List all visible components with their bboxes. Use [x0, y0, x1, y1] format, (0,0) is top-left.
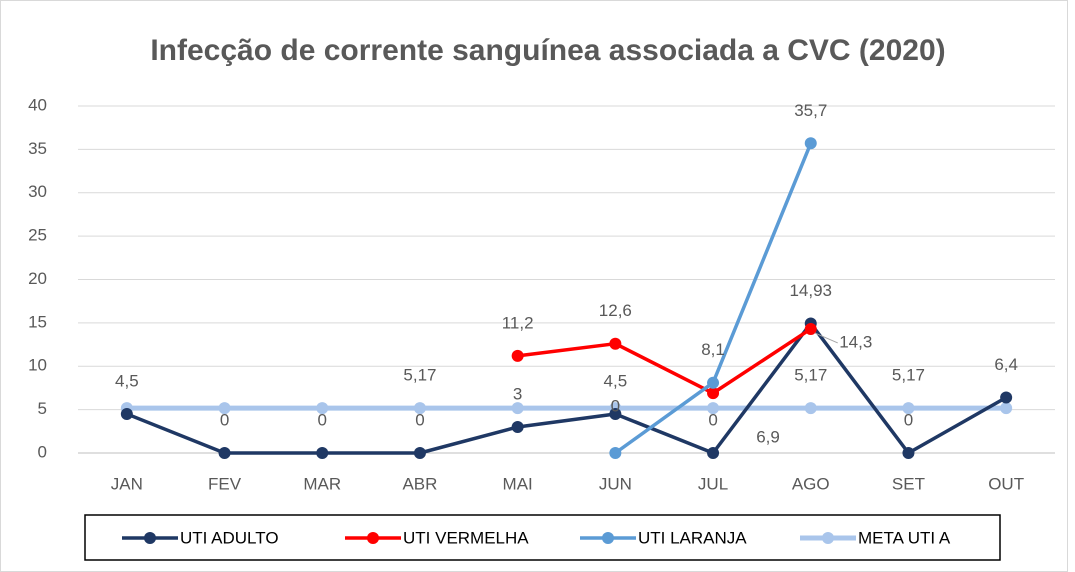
legend-marker	[144, 532, 156, 544]
point	[707, 402, 720, 415]
legend-box	[84, 514, 1001, 561]
point	[609, 337, 622, 350]
data-label: 0	[708, 410, 717, 429]
data-label: 4,5	[604, 371, 628, 390]
series-line	[126, 321, 1008, 455]
legend-marker	[822, 532, 834, 544]
y-tick-label: 15	[28, 312, 47, 331]
point	[804, 322, 817, 335]
data-label: 6,9	[756, 428, 780, 447]
data-label: 12,6	[599, 301, 632, 320]
point	[609, 407, 622, 420]
x-tick-label: SET	[892, 474, 925, 493]
y-tick-label: 40	[28, 95, 47, 114]
y-tick-label: 0	[38, 442, 47, 461]
legend-marker	[602, 532, 614, 544]
legend-label: UTI VERMELHA	[403, 528, 529, 547]
data-label: 0	[220, 410, 229, 429]
data-label: 0	[904, 410, 913, 429]
legend-label: UTI LARANJA	[638, 528, 747, 547]
point	[804, 137, 817, 150]
data-label: 14,93	[789, 281, 832, 300]
x-tick-label: OUT	[988, 474, 1024, 493]
x-tick-label: MAI	[503, 474, 533, 493]
y-tick-label: 10	[28, 356, 47, 375]
data-label: 6,4	[994, 355, 1018, 374]
data-label: 14,3	[839, 332, 872, 351]
data-label: 8,1	[701, 340, 725, 359]
point	[511, 402, 524, 415]
point	[511, 420, 524, 433]
point	[707, 387, 720, 400]
point	[804, 402, 817, 415]
point	[1000, 391, 1013, 404]
y-tick-label: 25	[28, 226, 47, 245]
data-label: 3	[513, 384, 522, 403]
point	[218, 447, 231, 459]
data-label: 11,2	[502, 313, 534, 332]
point	[707, 447, 720, 459]
data-label: 5,17	[892, 366, 925, 385]
x-tick-label: FEV	[208, 474, 242, 493]
point	[413, 402, 426, 415]
data-label: 35,7	[794, 101, 827, 120]
data-label: 5,17	[403, 366, 436, 385]
x-tick-label: AGO	[792, 474, 830, 493]
point	[902, 447, 915, 459]
data-label: 5,17	[794, 366, 827, 385]
point	[1000, 402, 1013, 415]
x-tick-label: MAR	[303, 474, 341, 493]
point	[902, 402, 915, 415]
data-label: 0	[318, 410, 327, 429]
point	[120, 407, 133, 420]
point	[609, 447, 622, 459]
x-tick-label: JUL	[698, 474, 728, 493]
data-label: 0	[415, 410, 424, 429]
point	[316, 447, 329, 459]
legend-marker	[367, 532, 379, 544]
point	[511, 349, 524, 362]
y-tick-label: 20	[28, 269, 47, 288]
point	[413, 447, 426, 459]
legend-label: UTI ADULTO	[180, 528, 279, 547]
y-tick-label: 30	[28, 182, 47, 201]
leader-line	[814, 332, 838, 344]
data-label: 0	[611, 396, 620, 415]
point	[316, 402, 329, 415]
x-tick-label: JUN	[599, 474, 632, 493]
x-tick-label: ABR	[402, 474, 437, 493]
point	[707, 376, 720, 389]
chart-title: Infecção de corrente sanguínea associada…	[150, 34, 945, 67]
data-label: 4,5	[115, 371, 139, 390]
x-tick-label: JAN	[111, 474, 143, 493]
y-tick-label: 35	[28, 139, 47, 158]
point	[218, 402, 231, 415]
legend-label: META UTI A	[858, 528, 951, 547]
series-line	[517, 327, 812, 395]
y-tick-label: 5	[38, 399, 47, 418]
